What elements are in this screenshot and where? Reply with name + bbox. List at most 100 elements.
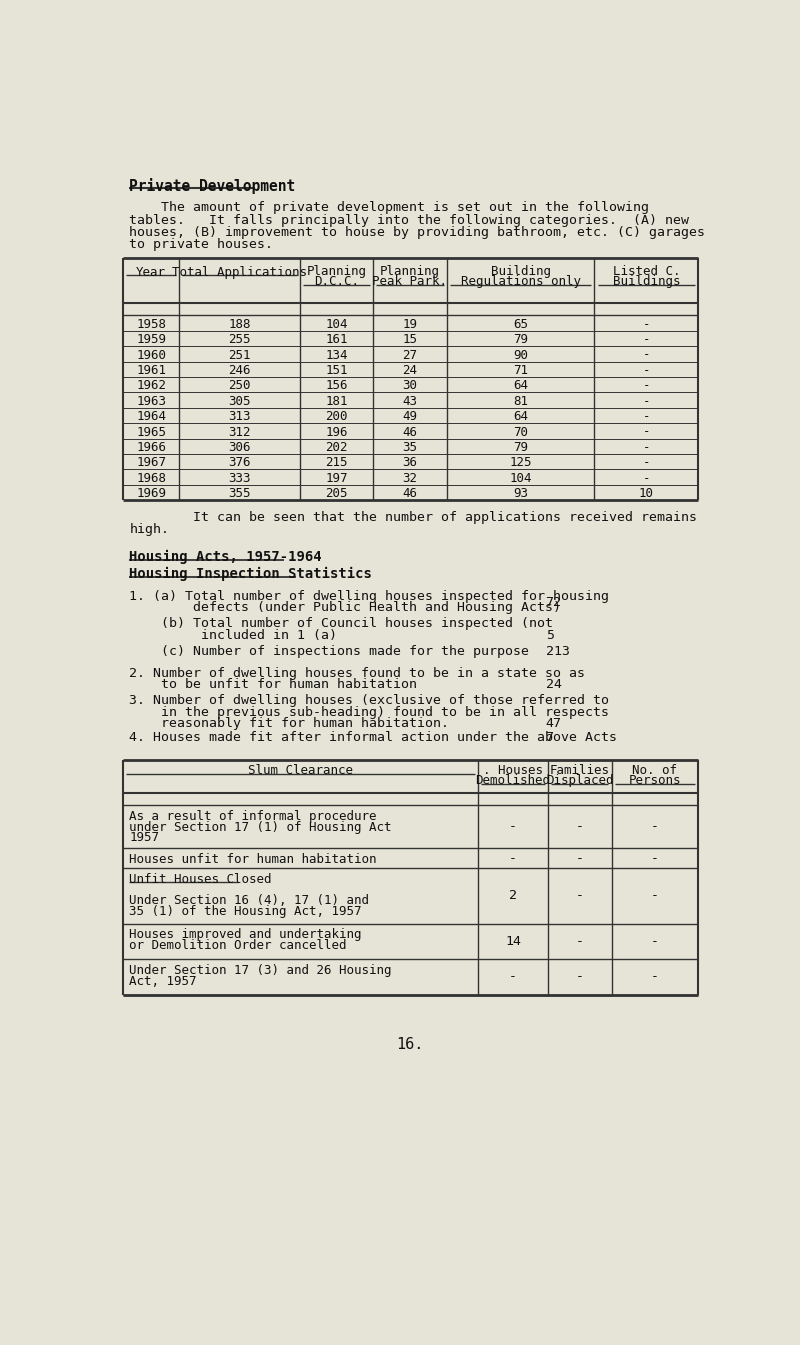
Text: 35: 35 (402, 441, 418, 453)
Text: 32: 32 (402, 472, 418, 484)
Text: -: - (642, 472, 650, 484)
Text: 1968: 1968 (136, 472, 166, 484)
Text: 104: 104 (510, 472, 532, 484)
Text: or Demolition Order cancelled: or Demolition Order cancelled (130, 939, 347, 952)
Text: -: - (642, 379, 650, 393)
Text: tables.   It falls principally into the following categories.  (A) new: tables. It falls principally into the fo… (130, 214, 690, 227)
Text: 1964: 1964 (136, 410, 166, 424)
Text: defects (under Public Health and Housing Acts): defects (under Public Health and Housing… (130, 601, 562, 615)
Text: in the previous sub-heading) found to be in all respects: in the previous sub-heading) found to be… (130, 706, 610, 718)
Text: Displaced: Displaced (546, 773, 614, 787)
Text: 2: 2 (509, 889, 517, 902)
Text: Houses unfit for human habitation: Houses unfit for human habitation (130, 853, 377, 866)
Text: 70: 70 (514, 425, 528, 438)
Text: 305: 305 (228, 394, 250, 408)
Text: Total Applications: Total Applications (172, 266, 307, 280)
Text: 46: 46 (402, 487, 418, 500)
Text: 46: 46 (402, 425, 418, 438)
Text: As a result of informal procedure: As a result of informal procedure (130, 810, 377, 823)
Text: 64: 64 (514, 410, 528, 424)
Text: 71: 71 (514, 364, 528, 377)
Text: . Houses: . Houses (483, 764, 543, 776)
Text: Private Development: Private Development (130, 179, 296, 194)
Text: -: - (651, 851, 659, 865)
Text: It can be seen that the number of applications received remains: It can be seen that the number of applic… (130, 511, 698, 525)
Text: 3. Number of dwelling houses (exclusive of those referred to: 3. Number of dwelling houses (exclusive … (130, 694, 610, 707)
Text: 196: 196 (325, 425, 348, 438)
Text: 151: 151 (325, 364, 348, 377)
Text: -: - (576, 889, 584, 902)
Text: to private houses.: to private houses. (130, 238, 274, 252)
Text: Regulations only: Regulations only (461, 276, 581, 288)
Text: Houses improved and undertaking: Houses improved and undertaking (130, 928, 362, 942)
Text: 306: 306 (228, 441, 250, 453)
Text: 1958: 1958 (136, 317, 166, 331)
Text: 1961: 1961 (136, 364, 166, 377)
Text: Persons: Persons (629, 773, 681, 787)
Text: -: - (576, 851, 584, 865)
Text: houses, (B) improvement to house by providing bathroom, etc. (C) garages: houses, (B) improvement to house by prov… (130, 226, 706, 239)
Text: 1957: 1957 (130, 831, 159, 845)
Text: 104: 104 (325, 317, 348, 331)
Text: -: - (642, 348, 650, 362)
Text: Planning: Planning (306, 265, 366, 277)
Text: included in 1 (a): included in 1 (a) (130, 629, 338, 642)
Text: The amount of private development is set out in the following: The amount of private development is set… (130, 202, 650, 214)
Text: 1967: 1967 (136, 456, 166, 469)
Text: Listed C.: Listed C. (613, 265, 680, 277)
Text: 90: 90 (514, 348, 528, 362)
Text: Demolished: Demolished (475, 773, 550, 787)
Text: -: - (642, 364, 650, 377)
Text: 14: 14 (505, 935, 521, 948)
Text: 49: 49 (402, 410, 418, 424)
Text: -: - (642, 441, 650, 453)
Text: 1959: 1959 (136, 334, 166, 346)
Text: 10: 10 (639, 487, 654, 500)
Text: -: - (576, 935, 584, 948)
Text: -: - (651, 889, 659, 902)
Text: -: - (642, 334, 650, 346)
Text: Under Section 16 (4), 17 (1) and: Under Section 16 (4), 17 (1) and (130, 894, 370, 908)
Text: (c) Number of inspections made for the purpose: (c) Number of inspections made for the p… (130, 646, 530, 658)
Text: -: - (642, 425, 650, 438)
Text: 134: 134 (325, 348, 348, 362)
Text: 24: 24 (402, 364, 418, 377)
Text: 376: 376 (228, 456, 250, 469)
Text: Planning: Planning (380, 265, 440, 277)
Text: 4. Houses made fit after informal action under the above Acts: 4. Houses made fit after informal action… (130, 732, 618, 744)
Text: 5: 5 (546, 629, 554, 642)
Text: Housing Inspection Statistics: Housing Inspection Statistics (130, 566, 372, 581)
Text: Housing Acts, 1957-1964: Housing Acts, 1957-1964 (130, 550, 322, 564)
Text: high.: high. (130, 523, 170, 537)
Text: 213: 213 (546, 646, 570, 658)
Text: 47: 47 (546, 717, 562, 730)
Text: -: - (509, 820, 517, 833)
Text: 19: 19 (402, 317, 418, 331)
Text: 1966: 1966 (136, 441, 166, 453)
Text: reasonably fit for human habitation.: reasonably fit for human habitation. (130, 717, 450, 730)
Text: 16.: 16. (396, 1037, 424, 1052)
Text: 1. (a) Total number of dwelling houses inspected for housing: 1. (a) Total number of dwelling houses i… (130, 589, 610, 603)
Text: 65: 65 (514, 317, 528, 331)
Text: 215: 215 (325, 456, 348, 469)
Text: 79: 79 (514, 441, 528, 453)
Text: Peak Park.: Peak Park. (373, 276, 447, 288)
Text: 64: 64 (514, 379, 528, 393)
Text: -: - (509, 851, 517, 865)
Text: -: - (651, 935, 659, 948)
Text: -: - (576, 820, 584, 833)
Text: -: - (642, 317, 650, 331)
Text: -: - (642, 410, 650, 424)
Text: 205: 205 (325, 487, 348, 500)
Text: 312: 312 (228, 425, 250, 438)
Text: 72: 72 (546, 596, 562, 609)
Text: Year: Year (136, 266, 166, 280)
Text: -: - (651, 970, 659, 983)
Text: to be unfit for human habitation: to be unfit for human habitation (130, 678, 418, 691)
Text: 125: 125 (510, 456, 532, 469)
Text: 81: 81 (514, 394, 528, 408)
Text: 35 (1) of the Housing Act, 1957: 35 (1) of the Housing Act, 1957 (130, 905, 362, 919)
Text: No. of: No. of (632, 764, 678, 776)
Text: 79: 79 (514, 334, 528, 346)
Text: 36: 36 (402, 456, 418, 469)
